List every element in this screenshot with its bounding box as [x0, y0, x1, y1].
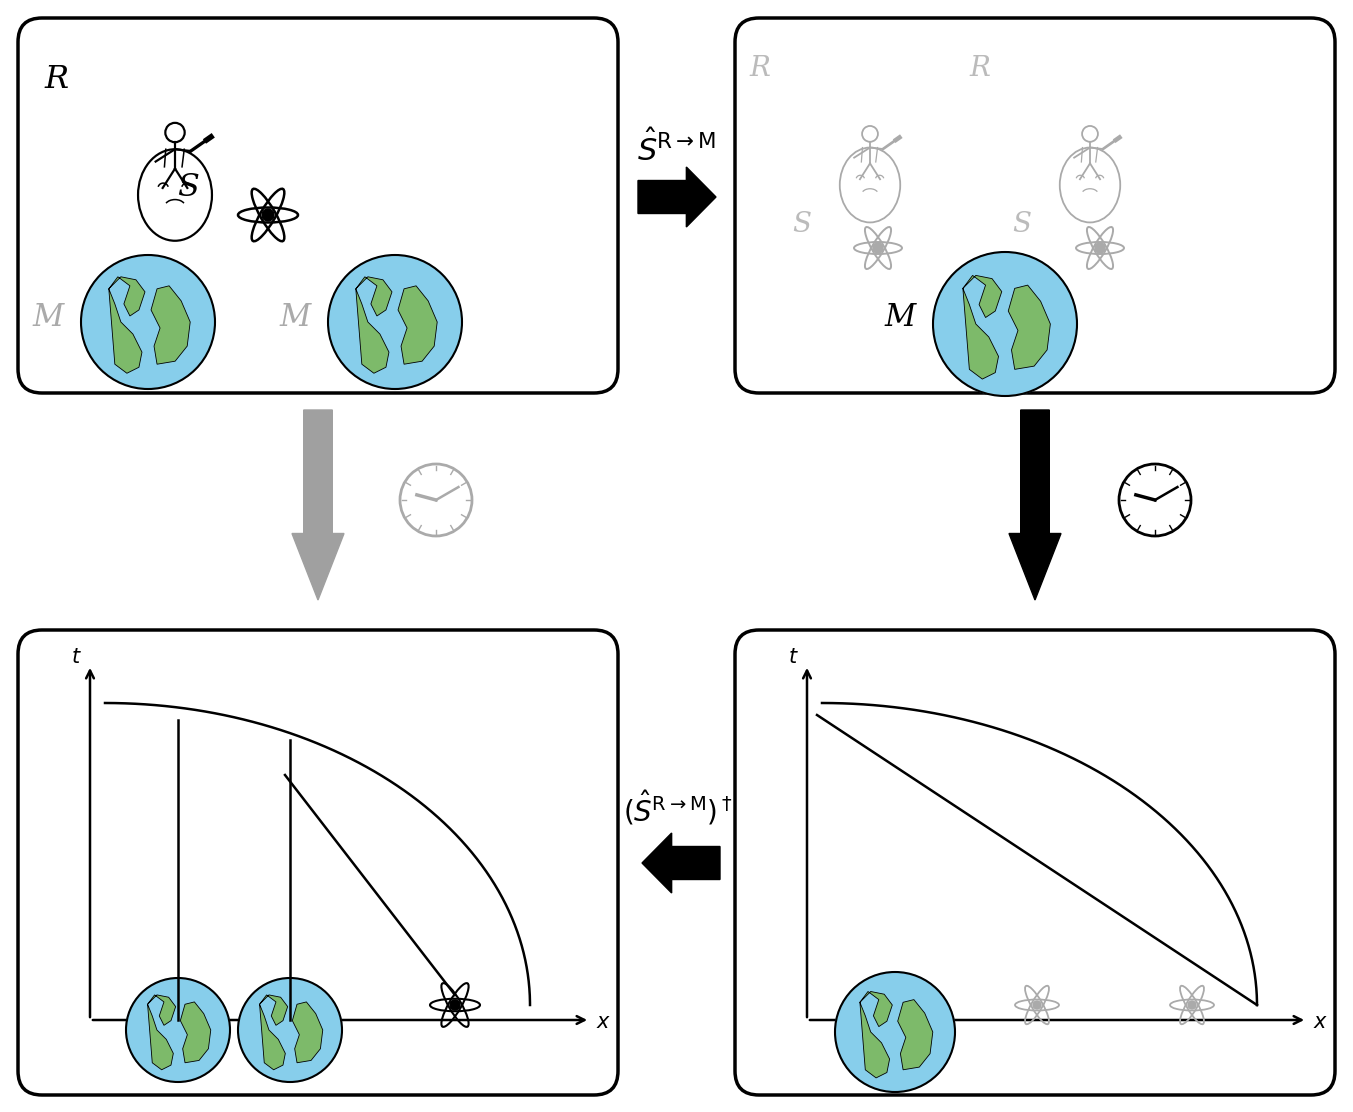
Polygon shape — [356, 277, 392, 374]
Text: M: M — [279, 302, 311, 334]
Polygon shape — [292, 1002, 323, 1063]
Circle shape — [1032, 1001, 1040, 1009]
Circle shape — [1119, 464, 1191, 536]
Polygon shape — [963, 276, 1001, 379]
Text: M: M — [32, 302, 64, 334]
Circle shape — [238, 977, 342, 1082]
Polygon shape — [260, 995, 288, 1070]
Text: $t$: $t$ — [70, 647, 81, 667]
Circle shape — [873, 244, 884, 254]
Text: $x$: $x$ — [597, 1012, 612, 1032]
FancyArrow shape — [639, 167, 716, 227]
Polygon shape — [152, 286, 191, 365]
Text: $(\hat{S}^{\mathrm{R}\rightarrow\mathrm{M}})^\dagger$: $(\hat{S}^{\mathrm{R}\rightarrow\mathrm{… — [624, 788, 733, 827]
Ellipse shape — [840, 148, 900, 222]
Text: R: R — [750, 54, 770, 81]
Text: M: M — [885, 302, 916, 334]
Polygon shape — [147, 995, 176, 1070]
Text: $\hat{S}^{\mathrm{R}\rightarrow\mathrm{M}}$: $\hat{S}^{\mathrm{R}\rightarrow\mathrm{M… — [637, 129, 717, 167]
Circle shape — [400, 464, 472, 536]
FancyBboxPatch shape — [735, 18, 1335, 393]
Polygon shape — [861, 992, 892, 1078]
Text: S: S — [793, 210, 812, 238]
Circle shape — [934, 252, 1077, 396]
Circle shape — [262, 209, 275, 221]
Text: S: S — [177, 172, 199, 203]
Polygon shape — [1008, 285, 1050, 369]
Text: $x$: $x$ — [1314, 1012, 1329, 1032]
FancyBboxPatch shape — [18, 18, 618, 393]
FancyArrow shape — [292, 410, 344, 600]
Text: R: R — [45, 64, 69, 96]
Polygon shape — [108, 277, 145, 374]
Circle shape — [81, 255, 215, 389]
Circle shape — [835, 972, 955, 1092]
FancyArrow shape — [1009, 410, 1061, 600]
Text: S: S — [1012, 210, 1031, 238]
Circle shape — [1188, 1001, 1196, 1009]
Circle shape — [327, 255, 461, 389]
Circle shape — [451, 1000, 460, 1010]
Circle shape — [1095, 244, 1105, 254]
Polygon shape — [398, 286, 437, 365]
FancyBboxPatch shape — [735, 631, 1335, 1095]
Ellipse shape — [138, 149, 212, 241]
Polygon shape — [897, 1000, 932, 1070]
FancyBboxPatch shape — [18, 631, 618, 1095]
Polygon shape — [180, 1002, 211, 1063]
FancyArrow shape — [643, 833, 720, 893]
Ellipse shape — [1059, 148, 1120, 222]
Circle shape — [126, 977, 230, 1082]
Text: $t$: $t$ — [787, 647, 798, 667]
Text: R: R — [970, 54, 990, 81]
